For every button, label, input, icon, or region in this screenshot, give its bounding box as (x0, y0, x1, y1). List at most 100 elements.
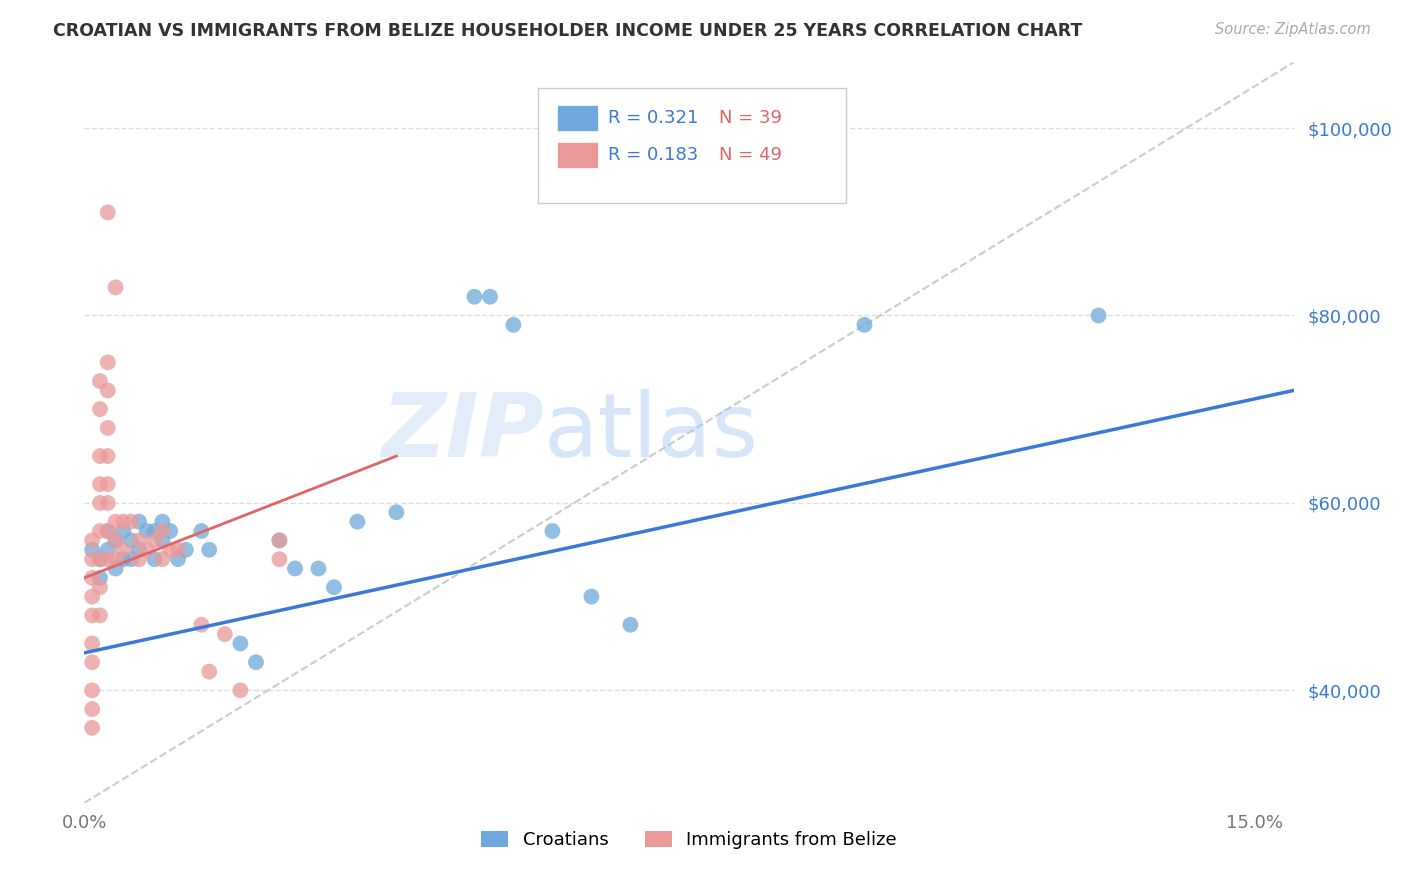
Point (120, 515, 142, 529)
Point (82, 683, 104, 698)
Point (214, 627, 236, 641)
Point (150, 533, 173, 548)
Point (97, 524, 120, 538)
Point (82, 533, 104, 548)
Point (143, 533, 166, 548)
Point (128, 533, 150, 548)
Point (159, 542, 181, 557)
Text: CROATIAN VS IMMIGRANTS FROM BELIZE HOUSEHOLDER INCOME UNDER 25 YEARS CORRELATION: CROATIAN VS IMMIGRANTS FROM BELIZE HOUSE… (53, 22, 1083, 40)
Legend: Croatians, Immigrants from Belize: Croatians, Immigrants from Belize (481, 831, 897, 849)
Point (346, 515, 368, 529)
Point (97, 205, 120, 219)
Point (150, 552, 173, 566)
Point (128, 552, 150, 566)
Point (104, 561, 127, 575)
Point (198, 665, 221, 679)
Point (167, 552, 190, 566)
Point (82, 655, 104, 669)
Point (174, 542, 197, 557)
Point (97, 496, 120, 510)
Point (269, 533, 291, 548)
Point (120, 552, 142, 566)
Point (82, 590, 104, 604)
Point (135, 524, 157, 538)
Point (853, 318, 876, 332)
Text: atlas: atlas (544, 389, 759, 476)
Point (269, 533, 291, 548)
Point (307, 561, 329, 575)
Text: Source: ZipAtlas.com: Source: ZipAtlas.com (1215, 22, 1371, 37)
Point (190, 617, 212, 632)
Point (104, 515, 127, 529)
Text: N = 39: N = 39 (720, 109, 782, 127)
Point (143, 552, 166, 566)
Point (479, 290, 502, 304)
Point (89, 580, 111, 594)
Text: R = 0.321: R = 0.321 (607, 109, 699, 127)
FancyBboxPatch shape (557, 105, 599, 130)
Point (128, 515, 150, 529)
Point (128, 542, 150, 557)
Point (89, 477, 111, 491)
Point (82, 636, 104, 650)
Point (269, 552, 291, 566)
Point (135, 542, 157, 557)
Point (97, 449, 120, 463)
Point (104, 533, 127, 548)
Point (97, 542, 120, 557)
Point (581, 590, 603, 604)
Point (323, 580, 346, 594)
Point (89, 374, 111, 388)
Point (112, 524, 135, 538)
Point (89, 524, 111, 538)
Point (120, 533, 142, 548)
Point (97, 477, 120, 491)
Point (112, 552, 135, 566)
Point (245, 655, 267, 669)
Point (112, 515, 135, 529)
Text: N = 49: N = 49 (720, 146, 782, 164)
Point (143, 524, 166, 538)
Point (229, 636, 252, 650)
FancyBboxPatch shape (538, 88, 846, 203)
Point (229, 683, 252, 698)
Point (190, 524, 212, 538)
Point (150, 515, 173, 529)
Point (150, 524, 173, 538)
Point (463, 290, 485, 304)
Point (198, 542, 221, 557)
Point (89, 608, 111, 623)
Point (82, 702, 104, 716)
Point (82, 542, 104, 557)
Point (1087, 309, 1109, 323)
Point (159, 524, 181, 538)
Point (89, 449, 111, 463)
Point (82, 571, 104, 585)
Point (104, 280, 127, 294)
Point (112, 542, 135, 557)
Point (104, 533, 127, 548)
Point (97, 524, 120, 538)
Text: ZIP: ZIP (381, 389, 544, 476)
Point (104, 552, 127, 566)
Point (89, 552, 111, 566)
Point (97, 384, 120, 398)
Point (97, 355, 120, 369)
Point (89, 552, 111, 566)
FancyBboxPatch shape (557, 143, 599, 168)
Point (284, 561, 307, 575)
Point (97, 421, 120, 435)
Point (167, 542, 190, 557)
Point (82, 721, 104, 735)
Point (82, 552, 104, 566)
Point (619, 617, 641, 632)
Text: R = 0.183: R = 0.183 (607, 146, 699, 164)
Point (89, 496, 111, 510)
Point (385, 505, 408, 519)
Point (97, 552, 120, 566)
Point (502, 318, 524, 332)
Point (89, 571, 111, 585)
Point (89, 402, 111, 417)
Point (541, 524, 564, 538)
Point (82, 608, 104, 623)
